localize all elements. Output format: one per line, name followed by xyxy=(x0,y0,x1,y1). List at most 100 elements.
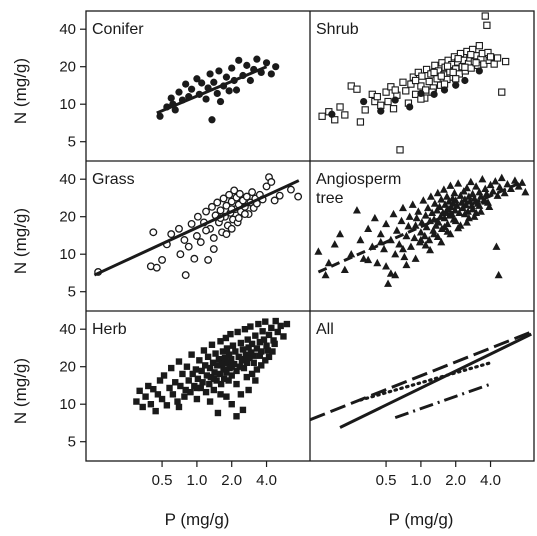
data-point xyxy=(209,234,218,242)
data-point xyxy=(150,385,157,393)
data-point xyxy=(433,232,442,240)
x-tick-label: 0.5 xyxy=(152,472,173,489)
data-point xyxy=(421,241,430,249)
data-point xyxy=(263,342,270,349)
data-point xyxy=(396,146,404,154)
data-point xyxy=(377,107,385,115)
data-point xyxy=(425,235,434,244)
data-point xyxy=(147,401,155,408)
data-point xyxy=(209,245,218,253)
data-point xyxy=(421,211,430,219)
data-point xyxy=(470,212,479,220)
panel-background xyxy=(86,11,310,161)
data-point xyxy=(156,377,164,384)
x-axis-label-right: P (mg/g) xyxy=(389,510,454,529)
data-point xyxy=(219,194,228,203)
data-point xyxy=(361,106,369,114)
data-point xyxy=(163,402,171,409)
data-point xyxy=(416,228,425,236)
data-point xyxy=(272,317,279,325)
data-point xyxy=(506,184,515,192)
data-point xyxy=(265,331,273,339)
data-point xyxy=(356,118,365,126)
panel-background xyxy=(310,161,534,311)
data-point xyxy=(462,218,471,226)
data-point xyxy=(490,60,498,68)
data-point xyxy=(422,65,431,74)
data-point xyxy=(441,200,450,208)
data-point xyxy=(460,195,469,203)
data-point xyxy=(455,208,464,216)
y-tick-label: 40 xyxy=(59,21,76,38)
data-point xyxy=(152,263,161,272)
data-point xyxy=(225,190,234,199)
data-point xyxy=(209,359,217,366)
data-point xyxy=(192,366,200,373)
data-point xyxy=(430,90,438,98)
data-point xyxy=(423,203,432,212)
data-point xyxy=(451,196,460,204)
data-point xyxy=(493,54,502,62)
data-point xyxy=(439,185,448,193)
data-point xyxy=(411,254,420,262)
panel-title: Conifer xyxy=(92,21,144,38)
panel-herb: Herb xyxy=(86,311,310,461)
data-point xyxy=(260,336,268,343)
panel-title: All xyxy=(316,321,334,338)
data-point xyxy=(193,75,201,83)
data-point xyxy=(188,351,195,358)
data-point xyxy=(492,242,501,250)
data-point xyxy=(330,240,339,248)
data-point xyxy=(202,207,211,216)
data-point xyxy=(475,67,483,75)
data-point xyxy=(202,95,210,103)
data-point xyxy=(225,351,233,358)
y-tick-label: 20 xyxy=(59,209,76,226)
y-tick-label: 20 xyxy=(59,359,76,376)
data-point xyxy=(267,178,276,186)
data-point xyxy=(215,67,223,75)
data-point xyxy=(503,179,512,188)
data-point xyxy=(139,403,146,411)
fit-line-dash-dot xyxy=(394,382,492,420)
data-point xyxy=(196,238,205,247)
data-point xyxy=(510,176,519,184)
data-point xyxy=(454,223,463,232)
data-point xyxy=(198,79,206,87)
data-point xyxy=(220,375,228,382)
data-point xyxy=(485,202,494,211)
data-point xyxy=(189,370,196,378)
panel-title-line: tree xyxy=(316,190,344,207)
data-point xyxy=(468,204,477,213)
data-point xyxy=(493,191,502,199)
data-point xyxy=(391,250,400,258)
data-point xyxy=(397,216,406,225)
fit-line-long-dash xyxy=(309,330,532,422)
data-point xyxy=(426,245,435,254)
data-point xyxy=(321,270,330,279)
data-point xyxy=(267,70,275,78)
data-point xyxy=(232,86,241,94)
data-point xyxy=(243,61,251,69)
data-point xyxy=(225,377,232,384)
data-point xyxy=(182,386,189,394)
data-point xyxy=(256,352,264,359)
data-point xyxy=(228,355,235,363)
data-point xyxy=(248,188,257,197)
data-point xyxy=(237,339,245,347)
data-point xyxy=(259,328,266,335)
data-point xyxy=(411,221,420,229)
data-point xyxy=(175,358,183,365)
data-point xyxy=(222,201,231,210)
data-point xyxy=(253,345,261,352)
y-tick-label: 5 xyxy=(68,134,76,151)
data-point xyxy=(405,212,414,220)
data-point xyxy=(443,227,452,235)
data-point xyxy=(253,55,261,63)
data-point xyxy=(228,363,235,370)
data-point xyxy=(277,322,284,330)
data-point xyxy=(193,395,201,403)
data-point xyxy=(176,250,185,259)
data-point xyxy=(199,379,206,386)
y-tick-label: 10 xyxy=(59,396,76,413)
